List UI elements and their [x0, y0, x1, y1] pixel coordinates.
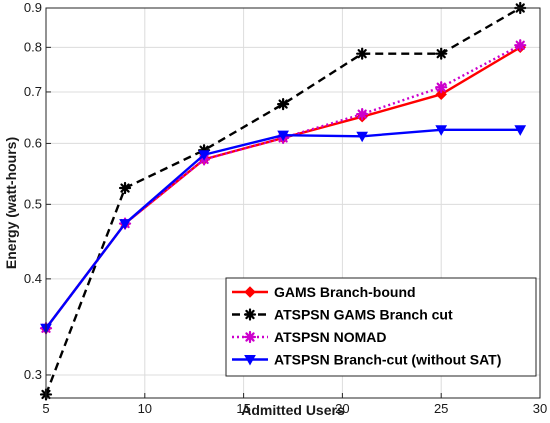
legend-entries: GAMS Branch-bound ATSPSN GAMS Branch cut A…	[232, 284, 501, 368]
star-stroke	[120, 183, 130, 193]
data-point-atspsn-branch-cut-without-sat	[119, 219, 131, 230]
star-stroke	[245, 309, 255, 320]
legend-marker	[244, 286, 256, 298]
data-point-atspsn-nomad	[356, 108, 369, 121]
data-point-atspsn-branch-cut-without-sat	[514, 125, 527, 136]
tick-labels: 5 10 15 20 25 30 0.3 0.4 0.5 0.6 0.7 0.8 0.9	[24, 0, 547, 416]
legend-marker	[243, 308, 257, 321]
y-tick-label: 0.3	[24, 367, 42, 382]
legend-entry-atspsn-gams-branch-cut: ATSPSN GAMS Branch cut	[232, 307, 453, 323]
star-stroke	[436, 82, 446, 92]
y-tick-label: 0.9	[24, 0, 42, 15]
star-stroke	[357, 49, 367, 59]
data-point-atspsn-branch-cut-without-sat	[356, 131, 369, 143]
legend-marker	[243, 330, 257, 344]
data-point-atspsn-gams-branch-cut	[118, 181, 132, 195]
data-point-gams-branch-bound	[435, 88, 447, 101]
data-point-atspsn-gams-branch-cut	[356, 47, 369, 60]
legend-label: ATSPSN NOMAD	[274, 329, 387, 345]
star-stroke	[515, 40, 525, 50]
star-stroke	[436, 49, 446, 59]
y-tick-label: 0.8	[24, 39, 42, 54]
y-tick-label: 0.5	[24, 196, 42, 211]
x-tick-label: 25	[434, 401, 448, 416]
y-tick-label: 0.7	[24, 84, 42, 99]
legend-entry-atspsn-branch-cut-without-sat: ATSPSN Branch-cut (without SAT)	[232, 352, 501, 368]
x-tick-label: 30	[533, 401, 547, 416]
y-tick-label: 0.4	[24, 271, 42, 286]
legend: GAMS Branch-bound ATSPSN GAMS Branch cut A…	[225, 277, 537, 377]
x-tick-label: 15	[236, 401, 250, 416]
y-axis-label: Energy (watt-hours)	[3, 137, 19, 269]
data-point-atspsn-gams-branch-cut	[277, 97, 290, 111]
legend-marker	[244, 355, 256, 366]
x-tick-label: 5	[42, 401, 49, 416]
legend-entry-atspsn-nomad: ATSPSN NOMAD	[232, 329, 387, 345]
x-axis-label: Admitted Users	[241, 402, 345, 418]
legend-label: ATSPSN GAMS Branch cut	[274, 307, 453, 323]
plot-frame	[45, 7, 541, 399]
data-point-atspsn-branch-cut-without-sat	[435, 125, 448, 136]
data-point-atspsn-nomad	[435, 81, 448, 94]
data-point-atspsn-gams-branch-cut	[435, 47, 448, 60]
x-tick-label: 20	[335, 401, 349, 416]
star-stroke	[245, 332, 255, 342]
data-point-atspsn-nomad	[514, 39, 527, 52]
star-stroke	[357, 109, 367, 119]
legend-label: GAMS Branch-bound	[274, 284, 416, 300]
x-tick-label: 10	[138, 401, 152, 416]
data-point-atspsn-branch-cut-without-sat	[277, 130, 289, 142]
series-atspsn-branch-cut-without-sat	[40, 125, 527, 335]
legend-entry-gams-branch-bound: GAMS Branch-bound	[232, 284, 416, 300]
legend-box	[225, 277, 537, 377]
y-tick-label: 0.6	[24, 135, 42, 150]
data-point-atspsn-branch-cut-without-sat	[198, 150, 210, 161]
star-stroke	[278, 99, 288, 109]
legend-label: ATSPSN Branch-cut (without SAT)	[274, 352, 501, 368]
